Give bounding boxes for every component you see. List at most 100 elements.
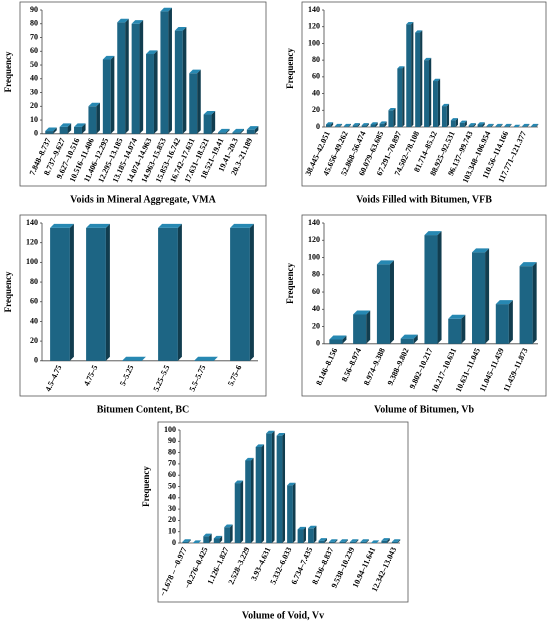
bar-side [532, 262, 537, 344]
bar [246, 129, 255, 134]
bar-side [508, 300, 513, 344]
y-tick-label: 100 [164, 425, 176, 434]
bar [158, 227, 178, 361]
bar-side [355, 539, 359, 543]
plot-frame [301, 214, 547, 397]
bar-top [376, 260, 394, 265]
bar-side [69, 223, 74, 361]
bar [400, 338, 414, 344]
chart: Volume of Bitumen, Vb Frequency 0 20 40 60 80 1… [285, 214, 547, 415]
bar [472, 252, 486, 344]
bar [388, 110, 394, 127]
y-tick-label: 20 [312, 105, 320, 114]
bar-top [232, 128, 244, 133]
y-tick-label: 10 [30, 115, 38, 124]
y-tick-label: 80 [168, 447, 176, 456]
bar-top [297, 526, 306, 530]
bar-side [339, 123, 343, 127]
y-tick-label: 80 [312, 55, 320, 64]
plot-frame [19, 1, 267, 187]
bar [245, 460, 251, 543]
bar-top [381, 538, 390, 541]
bar-side [464, 120, 467, 127]
bar [50, 227, 70, 361]
bar-top [433, 78, 441, 82]
bar-top [146, 50, 158, 55]
bar [450, 120, 456, 127]
bar [353, 314, 367, 344]
bar-top [349, 539, 359, 542]
x-tick-label: 3.93–4.631 [249, 546, 272, 582]
bar [88, 106, 97, 134]
bar [182, 541, 189, 543]
bar-side [397, 539, 401, 543]
bar-side [437, 231, 442, 344]
bar-side [357, 123, 360, 127]
bar [297, 529, 304, 543]
bar-top [415, 30, 423, 33]
bar-side [81, 123, 86, 134]
y-tick-label: 70 [168, 459, 176, 468]
chart-title: Voids Filled with Bitumen, VFB [356, 194, 492, 205]
bar [343, 126, 349, 127]
y-tick-label: 20 [168, 515, 176, 524]
bar-side [387, 538, 390, 543]
y-tick-label: 20 [30, 336, 38, 345]
bar-top [329, 335, 347, 340]
y-tick-label: 120 [308, 22, 320, 31]
bar-top [213, 535, 223, 539]
x-tick-label: 10.631–11.045 [454, 347, 482, 394]
bar-side [292, 482, 296, 543]
y-tick-label: 60 [312, 287, 320, 296]
bar [397, 68, 403, 127]
y-tick-label: 100 [26, 257, 38, 266]
x-tick-label: 9.388–9.802 [386, 347, 411, 387]
y-tick-label: 60 [30, 46, 38, 55]
bar-side [240, 480, 244, 543]
bar [334, 126, 340, 127]
bar-top [86, 223, 110, 228]
bar-top [459, 120, 467, 123]
y-tick-label: 0 [316, 122, 320, 131]
bar-side [375, 122, 378, 127]
bar [131, 23, 140, 134]
bar-side [482, 122, 485, 127]
bar-side [188, 539, 191, 543]
bar-top [522, 123, 530, 127]
bar [495, 126, 501, 127]
bar [376, 264, 390, 344]
plot-frame [19, 214, 267, 397]
bar-top [361, 123, 369, 126]
bar [160, 11, 169, 134]
y-tick-label: 80 [30, 19, 38, 28]
y-tick-label: 80 [30, 277, 38, 286]
chart: Voids in Mineral Aggregate, VMA Frequency… [3, 1, 267, 205]
bar-side [334, 539, 338, 543]
y-tick-label: 0 [34, 356, 38, 365]
bar-side [197, 69, 201, 134]
bar-top [441, 103, 450, 107]
bar-side [230, 524, 233, 543]
y-tick-label: 90 [168, 436, 176, 445]
bar [213, 538, 220, 543]
y-tick-label: 120 [308, 235, 320, 244]
x-tick-label: 4.5–4.75 [43, 364, 63, 393]
bar-side [219, 535, 223, 543]
bar [477, 124, 483, 127]
bar-top [276, 433, 286, 436]
y-tick-label: 90 [30, 5, 38, 14]
bar [441, 106, 447, 127]
bar-top [203, 533, 212, 537]
bar-side [250, 457, 254, 543]
bar-top [352, 123, 360, 126]
bar [189, 73, 198, 134]
bar-side [402, 66, 405, 127]
y-tick-label: 40 [168, 493, 176, 502]
bar-side [485, 248, 490, 344]
bar [203, 536, 210, 543]
bar-side [413, 334, 418, 344]
bar-top [468, 123, 476, 126]
bar-side [330, 122, 334, 127]
y-axis-label: Frequency [285, 48, 295, 89]
